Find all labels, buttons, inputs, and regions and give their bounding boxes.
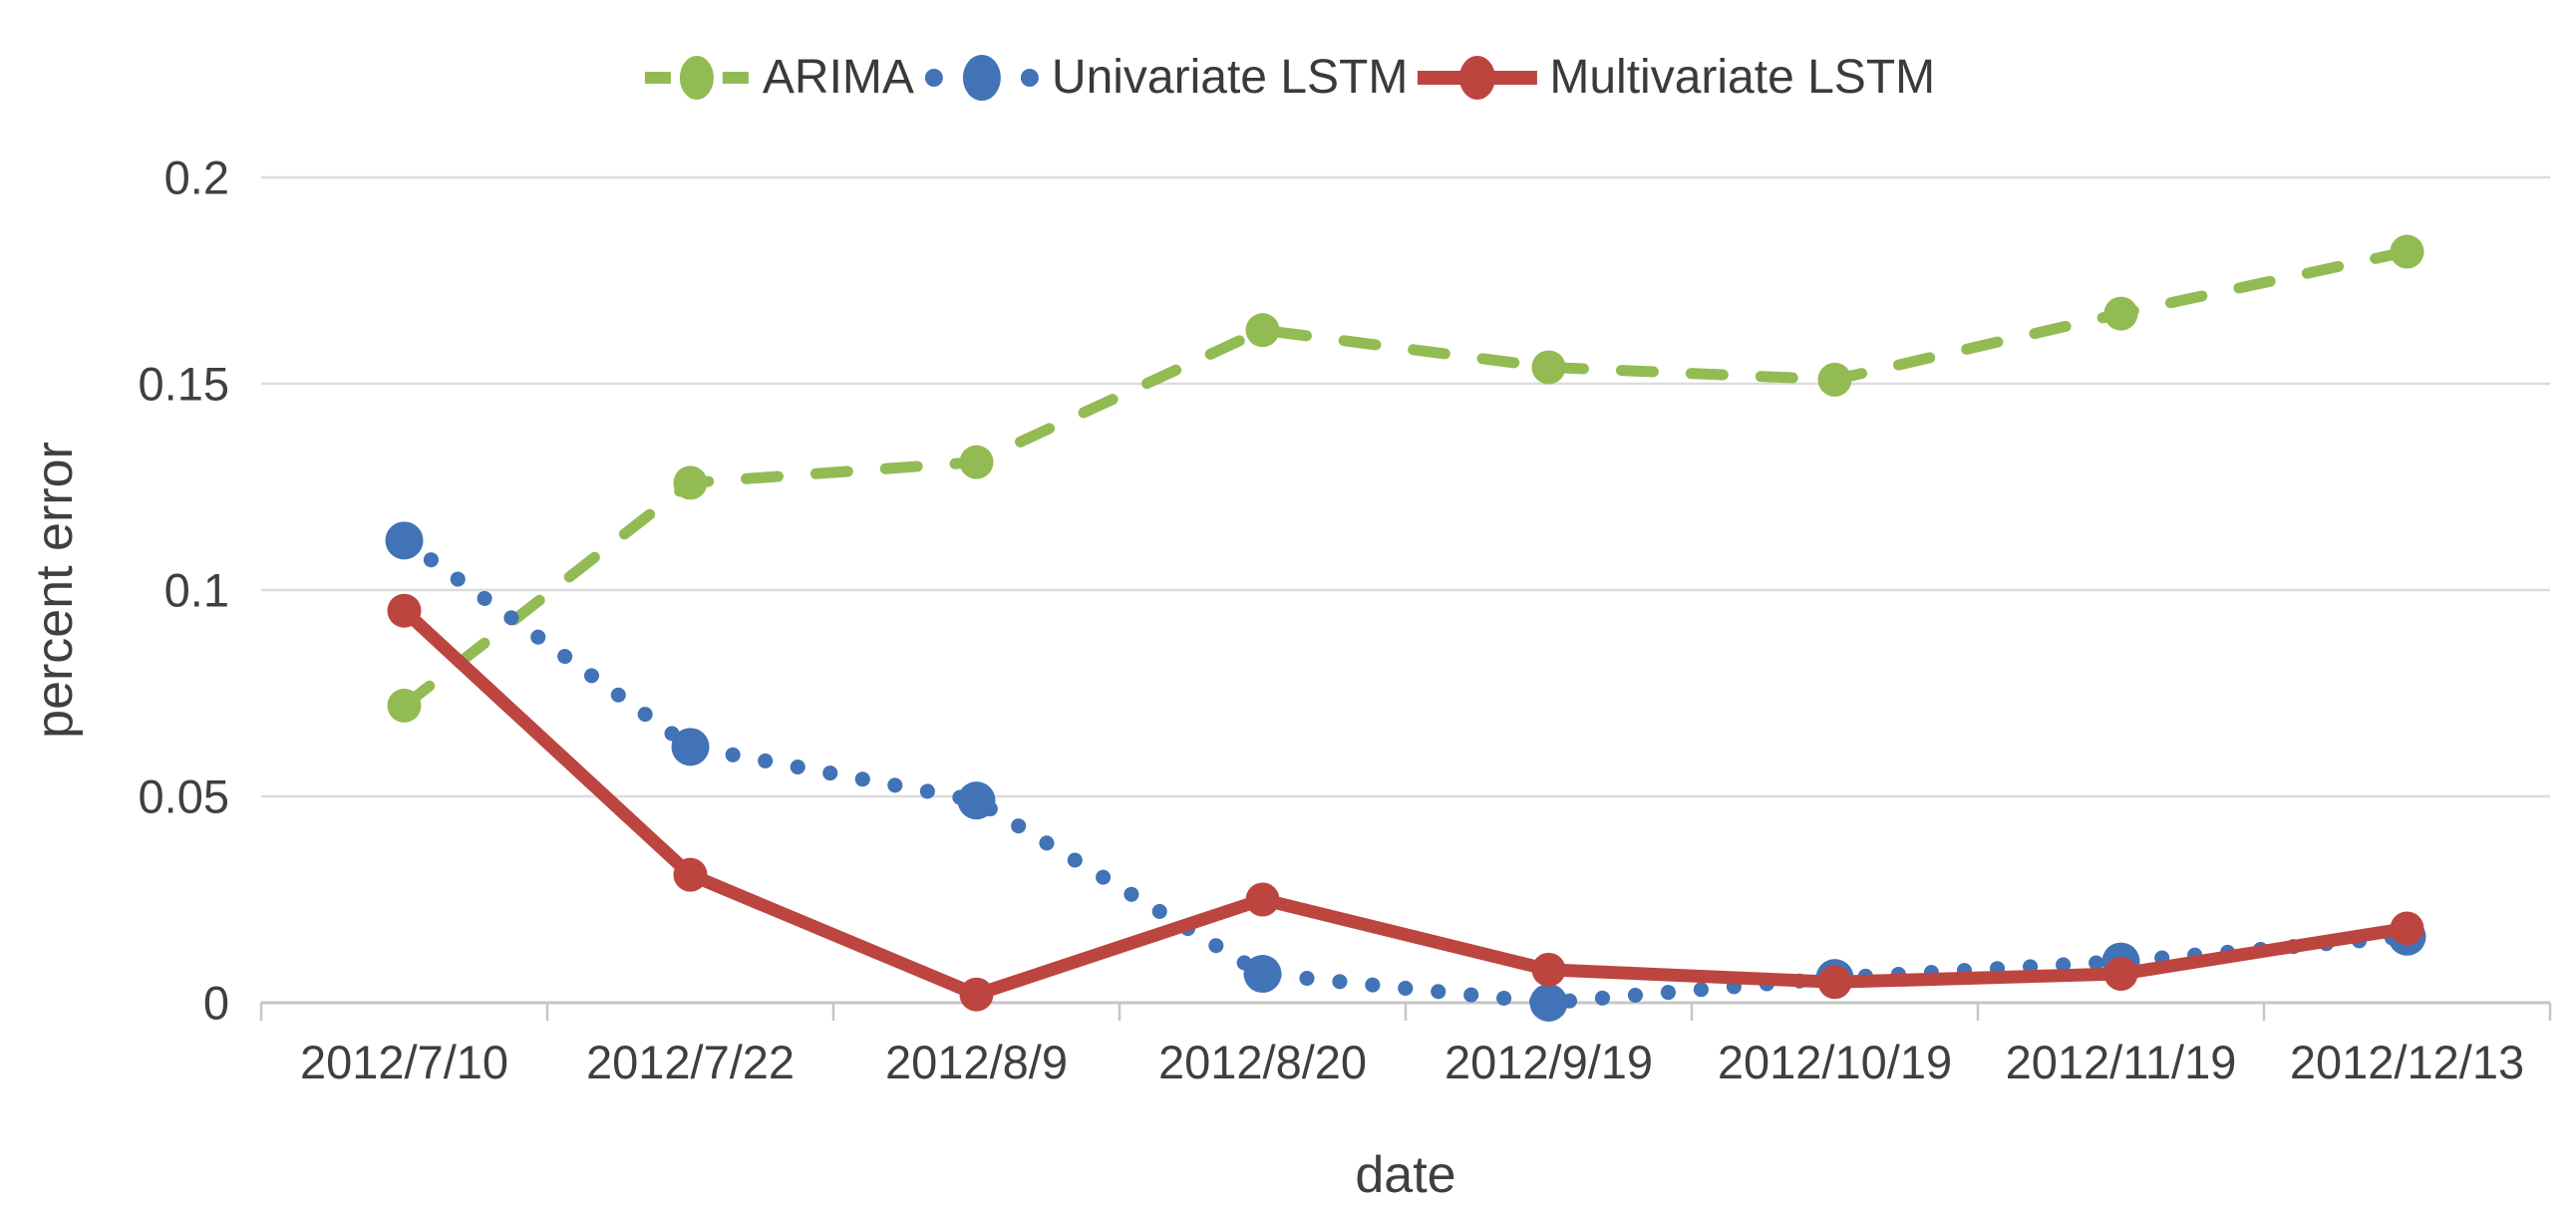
x-tick-label: 2012/11/19 [2006, 1036, 2237, 1088]
x-tick-label: 2012/10/19 [1718, 1036, 1952, 1088]
data-point-marker [385, 521, 424, 560]
data-point-marker [673, 465, 708, 500]
legend-label: Multivariate LSTM [1549, 51, 1936, 104]
y-axis-title: percent error [26, 442, 84, 739]
y-tick-label: 0.2 [164, 152, 229, 204]
dotted-line-sample-icon [924, 55, 1039, 101]
x-tick-label: 2012/8/9 [885, 1036, 1068, 1088]
chart-legend: ARIMA Univariate LSTM Multivariate LSTM [637, 52, 1939, 104]
data-point-marker [2390, 911, 2424, 946]
data-point-marker [1531, 952, 1566, 987]
data-point-marker [1531, 350, 1566, 385]
data-point-marker [1817, 362, 1852, 397]
data-point-marker [387, 593, 422, 628]
data-point-marker [957, 781, 996, 820]
data-point-marker [1817, 965, 1852, 1000]
y-tick-label: 0.15 [139, 358, 229, 411]
solid-line-sample-icon [1418, 56, 1538, 100]
data-point-marker [673, 857, 708, 892]
data-point-marker [387, 688, 422, 723]
grid-layer [259, 175, 2552, 1021]
dashed-line-sample-icon [644, 56, 749, 100]
legend-item-arima: ARIMA [641, 52, 914, 104]
x-tick-label: 2012/9/19 [1445, 1036, 1653, 1088]
x-axis-title: date [1355, 1146, 1455, 1204]
legend-label: ARIMA [762, 51, 914, 104]
data-point-marker [959, 977, 994, 1012]
legend-label: Univariate LSTM [1051, 51, 1409, 104]
data-point-marker [671, 728, 710, 766]
y-tick-label: 0.1 [164, 564, 229, 617]
data-point-marker [2103, 957, 2138, 992]
series-line-multivariate-lstm [398, 604, 2414, 1002]
data-point-marker [1245, 882, 1280, 917]
x-tick-label: 2012/7/10 [300, 1036, 508, 1088]
x-tick-label: 2012/7/22 [586, 1036, 795, 1088]
y-tick-label: 0 [203, 977, 229, 1030]
x-tick-label: 2012/8/20 [1158, 1036, 1367, 1088]
series-line-univariate-lstm [397, 532, 2415, 1011]
y-tick-label: 0.05 [139, 770, 229, 823]
legend-item-univariate-lstm: Univariate LSTM [922, 52, 1408, 104]
data-point-marker [1245, 313, 1280, 348]
data-point-marker [1243, 955, 1282, 994]
data-point-marker [1529, 984, 1568, 1022]
x-tick-label: 2012/12/13 [2290, 1036, 2524, 1088]
legend-item-multivariate-lstm: Multivariate LSTM [1416, 52, 1935, 104]
data-point-marker [2390, 234, 2424, 269]
axis-label-layer: 0 0.05 0.1 0.15 0.2 2012/7/10 2012/7/22 2012/8/… [139, 152, 2525, 1089]
data-point-marker [2103, 296, 2138, 331]
series-layer [385, 234, 2426, 1022]
data-point-marker [959, 445, 994, 479]
